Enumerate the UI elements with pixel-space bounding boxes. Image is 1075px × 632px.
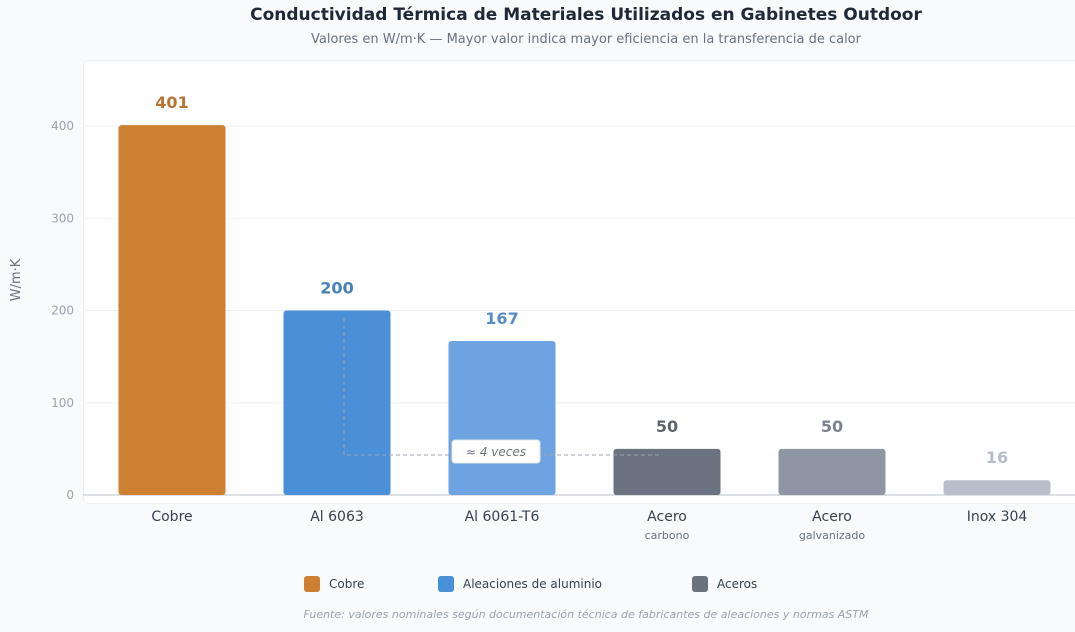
bar <box>118 125 226 495</box>
x-tick-label: Inox 304 <box>967 509 1028 525</box>
bar <box>448 340 556 495</box>
x-tick-sublabel: galvanizado <box>799 529 866 542</box>
legend-swatch <box>692 576 708 592</box>
annotation-line <box>343 318 662 456</box>
chart-title: Conductividad Térmica de Materiales Util… <box>250 5 922 25</box>
legend-swatch <box>438 576 454 592</box>
y-tick-label: 0 <box>66 488 74 502</box>
y-axis-label: W/m·K <box>9 258 24 301</box>
plot-area <box>83 60 1075 504</box>
value-label: 16 <box>986 448 1008 467</box>
x-tick-label: Acero <box>812 509 852 525</box>
annotation-box <box>451 439 541 464</box>
bar <box>283 310 391 495</box>
value-label: 200 <box>320 279 353 298</box>
legend-label: Aleaciones de aluminio <box>463 577 603 591</box>
value-label: 167 <box>485 309 518 328</box>
legend-item: Aceros <box>692 576 757 592</box>
legend-item: Aleaciones de aluminio <box>438 576 602 592</box>
value-label: 50 <box>656 417 678 436</box>
y-tick-label: 400 <box>51 119 74 133</box>
legend-swatch <box>304 576 320 592</box>
value-label: 50 <box>821 417 843 436</box>
x-tick-sublabel: carbono <box>645 529 690 542</box>
y-tick-label: 200 <box>51 304 74 318</box>
bar <box>613 448 721 495</box>
bar <box>943 480 1051 495</box>
y-tick-label: 300 <box>51 211 74 225</box>
source-note: Fuente: valores nominales según document… <box>303 608 869 621</box>
bar <box>778 448 886 495</box>
legend-label: Cobre <box>329 577 365 591</box>
bar-chart: 0 100 200 300 400 W/m·K 401 Cobre 200 Al 6063 167 A… <box>9 93 1075 542</box>
x-tick-label: Al 6063 <box>310 509 364 525</box>
legend-label: Aceros <box>717 577 758 591</box>
value-label: 401 <box>155 93 188 112</box>
x-tick-label: Cobre <box>151 509 192 525</box>
x-tick-label: Al 6061-T6 <box>465 509 540 525</box>
legend-item: Cobre <box>304 576 364 592</box>
annotation-label: ≈ 4 veces <box>466 445 526 459</box>
chart-subtitle: Valores en W/m·K — Mayor valor indica ma… <box>311 32 861 47</box>
y-tick-label: 100 <box>51 396 74 410</box>
x-tick-label: Acero <box>647 509 687 525</box>
